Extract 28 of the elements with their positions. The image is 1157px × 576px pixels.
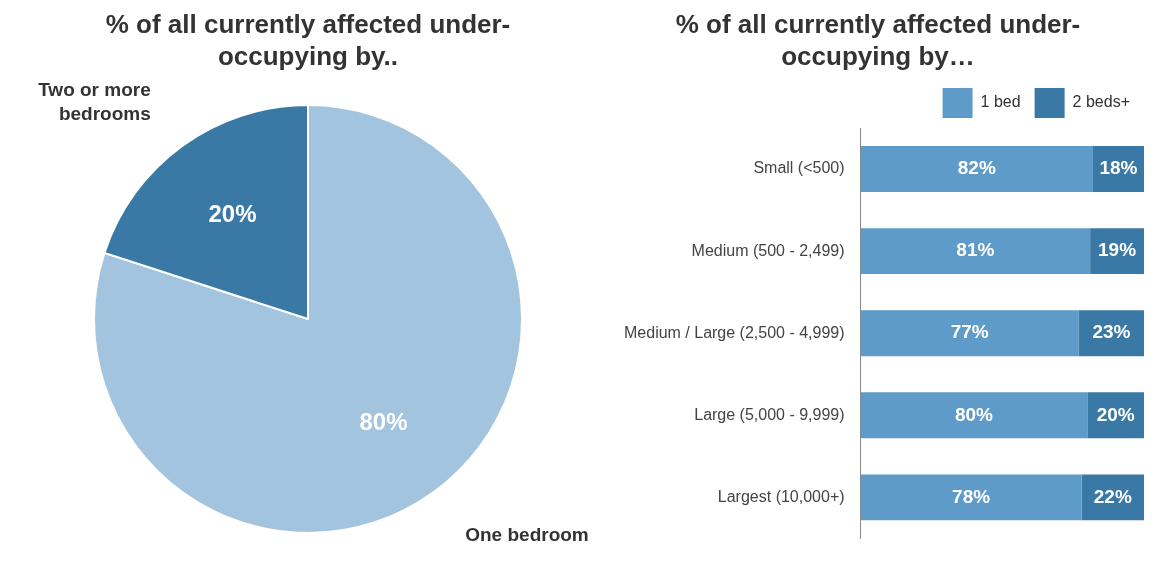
bar: [860, 146, 1093, 193]
chart-title: % of all currently affected under-occupying by…: [674, 8, 1082, 73]
bar: [860, 310, 1079, 357]
data-label: 82%: [957, 157, 996, 179]
legend-label: 2 beds+: [1072, 93, 1131, 111]
data-label: 20%: [208, 199, 257, 227]
data-label: 77%: [950, 321, 989, 343]
data-label: 80%: [954, 403, 994, 425]
y-tick-label: Large (5,000 - 9,999): [694, 405, 845, 423]
y-tick-label: Small (<500): [753, 159, 845, 177]
data-label: 20%: [1096, 403, 1135, 425]
slice-label: One bedroom: [465, 523, 589, 545]
bar: [860, 228, 1091, 275]
slice-label: Two or more bedrooms: [38, 78, 151, 124]
data-label: 22%: [1093, 485, 1132, 507]
data-label: 80%: [359, 407, 408, 435]
data-label: 18%: [1099, 157, 1138, 179]
data-label: 23%: [1092, 321, 1131, 343]
y-tick-label: Largest (10,000+): [717, 487, 845, 505]
data-label: 19%: [1098, 239, 1137, 261]
data-label: 81%: [956, 239, 995, 261]
chart-title: % of all currently affected under-occupying by..: [104, 8, 512, 73]
legend-label: 1 bed: [980, 93, 1021, 111]
bar: [860, 392, 1088, 439]
bar: [860, 474, 1082, 521]
y-tick-label: Medium (500 - 2,499): [691, 241, 845, 259]
data-label: 78%: [952, 485, 991, 507]
y-tick-label: Medium / Large (2,500 - 4,999): [624, 323, 845, 341]
